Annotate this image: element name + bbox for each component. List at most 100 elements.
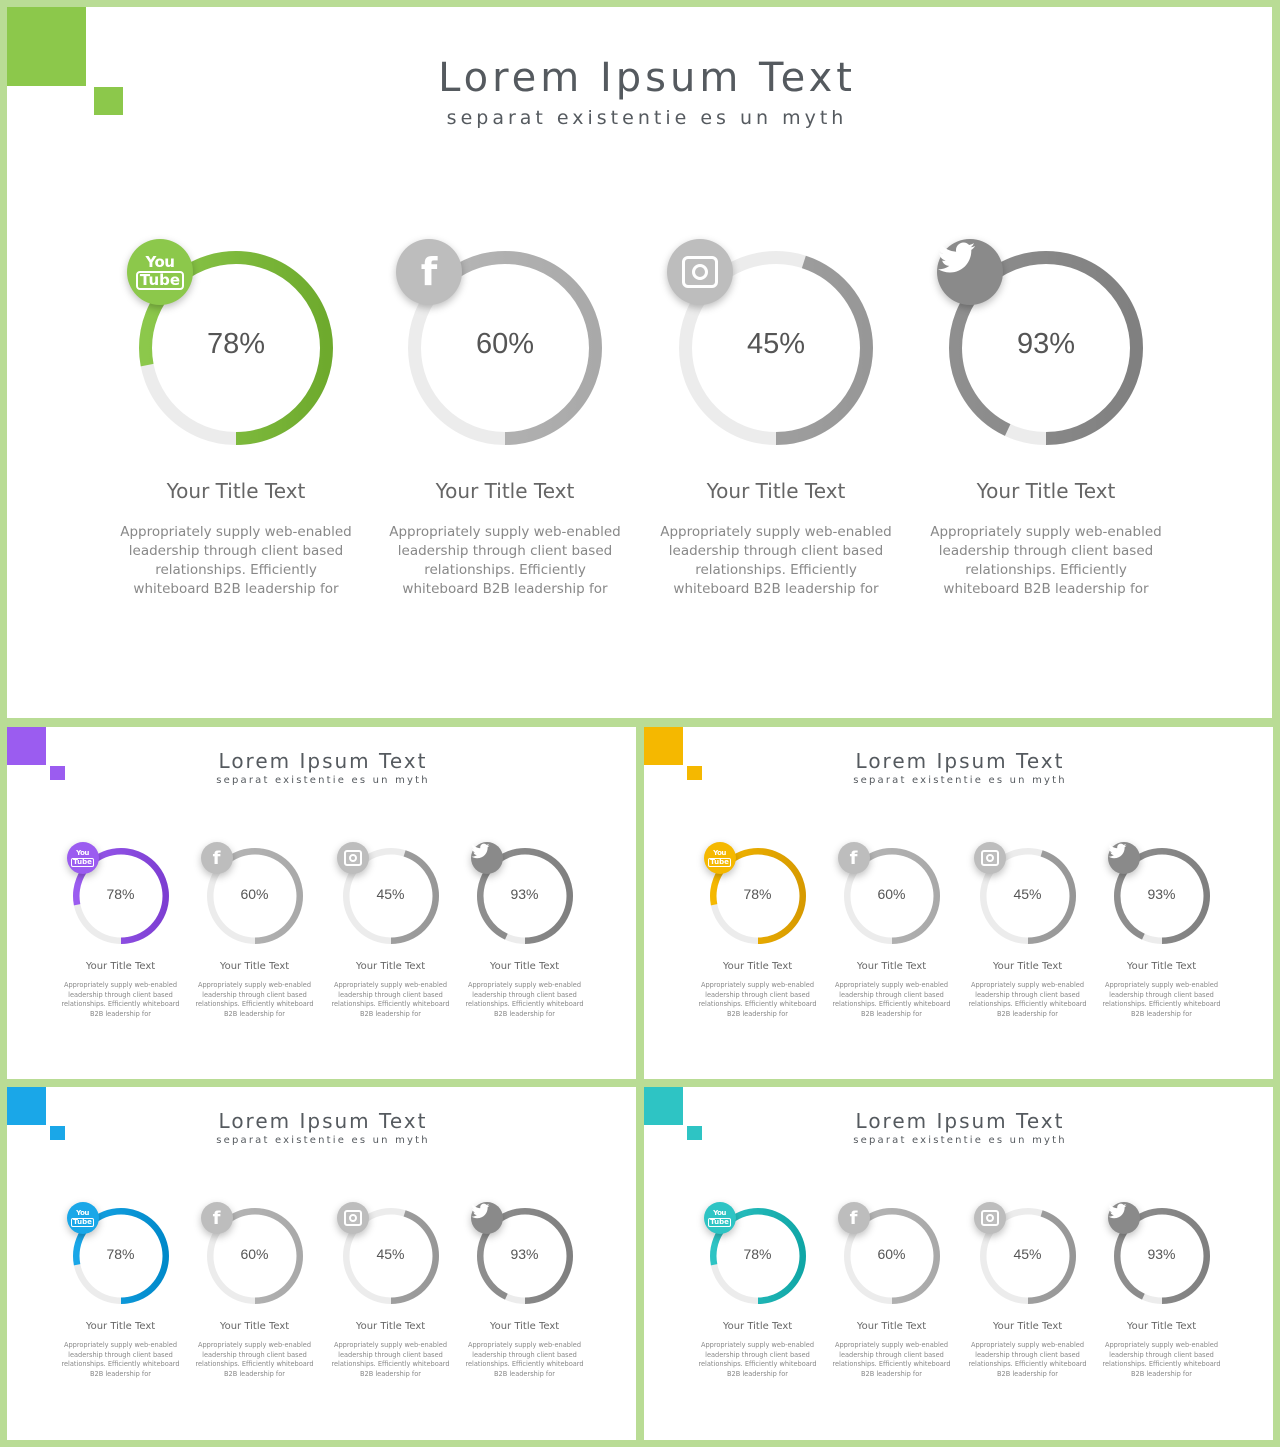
accent-square-small: [50, 1126, 65, 1140]
percent-value: 78%: [743, 1246, 772, 1262]
percent-value: 45%: [376, 886, 405, 902]
slide-title: Lorem Ipsum Text: [218, 749, 428, 773]
twitter-icon[interactable]: [470, 842, 503, 874]
percent-value: 93%: [510, 1246, 539, 1262]
stat-card: 93% Your Title Text Appropriately supply w…: [462, 842, 587, 1019]
slide-title: Lorem Ipsum Text: [855, 1109, 1065, 1133]
progress-ring: 60% f: [396, 239, 603, 446]
instagram-icon[interactable]: [973, 842, 1006, 874]
card-description: Appropriately supply web-enabled leaders…: [120, 524, 352, 597]
percent-value: 78%: [106, 1246, 135, 1262]
card-title: Your Title Text: [722, 1321, 793, 1332]
stat-card: 93% Your Title Text Appropriately supply w…: [462, 1202, 587, 1379]
stat-card: 78% You Tube Your Title Text Appropriately s…: [58, 1202, 183, 1379]
progress-ring-fill: [979, 848, 1076, 944]
percent-value: 60%: [240, 886, 269, 902]
card-description: Appropriately supply web-enabled leaders…: [660, 524, 892, 597]
instagram-icon[interactable]: [667, 239, 733, 305]
card-title: Your Title Text: [489, 961, 560, 972]
facebook-icon[interactable]: f: [837, 842, 870, 874]
progress-ring: 60% f: [200, 842, 304, 945]
percent-value: 93%: [510, 886, 539, 902]
slide-variant-blue: Lorem Ipsum Text separat existentie es u…: [7, 1087, 636, 1440]
percent-value: 45%: [376, 1246, 405, 1262]
slide-title: Lorem Ipsum Text: [855, 749, 1065, 773]
facebook-icon[interactable]: f: [837, 1202, 870, 1234]
youtube-icon[interactable]: You Tube: [703, 1202, 736, 1234]
slide-main: Lorem Ipsum Text separat existentie es u…: [7, 7, 1272, 718]
instagram-icon[interactable]: [973, 1202, 1006, 1234]
progress-ring: 45%: [336, 842, 440, 945]
youtube-icon[interactable]: You Tube: [703, 842, 736, 874]
slide-title: Lorem Ipsum Text: [438, 55, 856, 101]
card-title: Your Title Text: [166, 479, 306, 503]
percent-value: 78%: [206, 328, 266, 360]
accent-square-large: [644, 727, 683, 765]
progress-ring-fill: [72, 848, 169, 944]
percent-value: 45%: [1013, 886, 1042, 902]
twitter-icon[interactable]: [1107, 842, 1140, 874]
stat-card: 45% Your Title Text Appropriately supply w…: [328, 842, 453, 1019]
stat-card: 78% You Tube Your Title Text Appropriately s…: [58, 842, 183, 1019]
card-title: Your Title Text: [219, 1321, 290, 1332]
youtube-icon[interactable]: You Tube: [66, 842, 99, 874]
slide-subtitle: separat existentie es un myth: [216, 1135, 430, 1146]
card-description: Appropriately supply web-enabled leaders…: [389, 524, 621, 597]
slide-title: Lorem Ipsum Text: [218, 1109, 428, 1133]
progress-ring: 78% You Tube: [127, 239, 334, 446]
instagram-icon[interactable]: [336, 842, 369, 874]
progress-ring: 60% f: [837, 842, 941, 945]
accent-square-small: [50, 766, 65, 780]
percent-value: 60%: [877, 886, 906, 902]
progress-ring-fill: [843, 848, 940, 944]
slide-subtitle: separat existentie es un myth: [216, 775, 430, 786]
twitter-icon[interactable]: [470, 1202, 503, 1234]
instagram-icon[interactable]: [336, 1202, 369, 1234]
card-title: Your Title Text: [856, 1321, 927, 1332]
percent-value: 78%: [106, 886, 135, 902]
progress-ring: 45%: [667, 239, 874, 446]
youtube-icon[interactable]: You Tube: [66, 1202, 99, 1234]
stat-card: 45% Your Title Text Appropriately supply w…: [965, 842, 1090, 1019]
percent-value: 60%: [475, 328, 535, 360]
accent-square-small: [687, 766, 702, 780]
slide-variant-teal: Lorem Ipsum Text separat existentie es u…: [644, 1087, 1273, 1440]
progress-ring: 60% f: [200, 1202, 304, 1305]
progress-ring: 93%: [937, 239, 1144, 446]
youtube-icon[interactable]: You Tube: [127, 239, 193, 305]
card-title: Your Title Text: [355, 1321, 426, 1332]
percent-value: 60%: [240, 1246, 269, 1262]
twitter-icon[interactable]: [1107, 1202, 1140, 1234]
twitter-icon[interactable]: [937, 239, 1003, 305]
card-description: Appropriately supply web-enabled leaders…: [195, 1341, 314, 1378]
progress-ring-fill: [476, 1208, 573, 1304]
stat-card: 60% f Your Title Text Appropriately supply …: [829, 842, 954, 1019]
stat-card: 45% Your Title Text Appropriately supply w…: [651, 239, 901, 599]
slide-subtitle: separat existentie es un myth: [853, 1135, 1067, 1146]
card-description: Appropriately supply web-enabled leaders…: [195, 981, 314, 1018]
card-description: Appropriately supply web-enabled leaders…: [1102, 981, 1221, 1018]
card-description: Appropriately supply web-enabled leaders…: [968, 1341, 1087, 1378]
card-description: Appropriately supply web-enabled leaders…: [832, 981, 951, 1018]
facebook-icon[interactable]: f: [200, 842, 233, 874]
stat-card: 78% You Tube Your Title Text Appropriately s…: [695, 842, 820, 1019]
progress-ring-fill: [1113, 1208, 1210, 1304]
accent-square-large: [7, 7, 86, 86]
progress-ring: 93%: [470, 842, 574, 945]
stat-card: 93% Your Title Text Appropriately supply w…: [921, 239, 1171, 599]
progress-ring-fill: [476, 848, 573, 944]
progress-ring-fill: [408, 251, 602, 445]
slide-subtitle: separat existentie es un myth: [853, 775, 1067, 786]
facebook-icon[interactable]: f: [396, 239, 462, 305]
progress-ring: 60% f: [837, 1202, 941, 1305]
card-title: Your Title Text: [992, 961, 1063, 972]
progress-ring-fill: [139, 251, 333, 445]
stat-card: 60% f Your Title Text Appropriately supply …: [192, 842, 317, 1019]
stat-card: 60% f Your Title Text Appropriately supply …: [829, 1202, 954, 1379]
progress-ring-fill: [679, 251, 873, 445]
progress-ring: 78% You Tube: [703, 1202, 807, 1305]
accent-square-small: [687, 1126, 702, 1140]
slide-subtitle: separat existentie es un myth: [446, 107, 848, 129]
progress-ring: 78% You Tube: [66, 842, 170, 945]
facebook-icon[interactable]: f: [200, 1202, 233, 1234]
